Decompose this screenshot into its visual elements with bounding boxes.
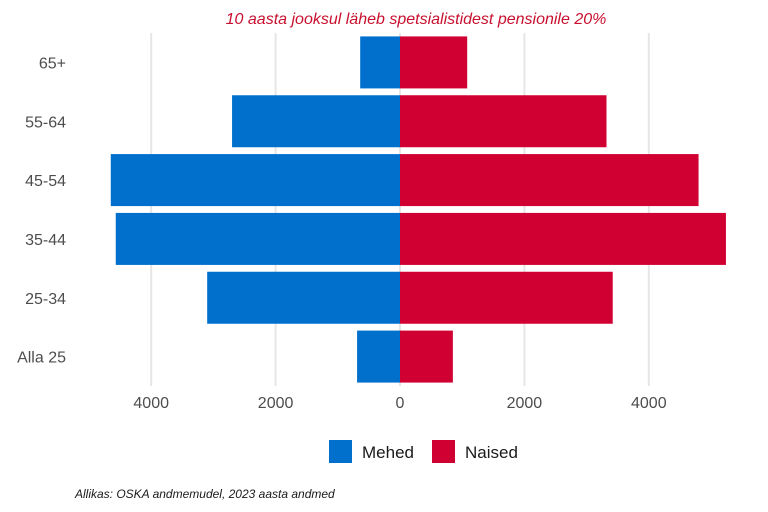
x-tick-label: 0 [396, 395, 405, 412]
x-tick-label: 2000 [258, 395, 294, 412]
bar-mehed-alla-25 [357, 330, 400, 383]
bar-naised-25-34 [400, 271, 613, 324]
bar-naised-35-44 [400, 212, 726, 265]
legend-label-mehed: Mehed [362, 443, 414, 462]
y-tick-label: Alla 25 [17, 350, 66, 367]
bar-mehed-25-34 [207, 271, 400, 324]
bar-naised-alla-25 [400, 330, 453, 383]
bar-mehed-65- [360, 36, 400, 89]
bar-mehed-45-54 [110, 154, 401, 207]
gridlines [150, 33, 650, 386]
bars [110, 36, 726, 383]
y-tick-label: 65+ [39, 55, 66, 72]
bar-mehed-55-64 [232, 95, 400, 148]
legend: Mehed Naised [329, 440, 518, 463]
chart-title: 10 aasta jooksul läheb spetsialistidest … [226, 11, 607, 28]
y-tick-label: 25-34 [25, 291, 66, 308]
y-tick-label: 45-54 [25, 173, 66, 190]
legend-swatch-mehed [329, 440, 352, 463]
bar-mehed-35-44 [115, 212, 400, 265]
x-tick-label: 4000 [133, 395, 169, 412]
bar-naised-45-54 [400, 154, 699, 207]
x-tick-label: 4000 [631, 395, 667, 412]
y-tick-labels: 65+ 55-64 45-54 35-44 25-34 Alla 25 [17, 55, 66, 366]
bar-naised-65- [400, 36, 468, 89]
legend-label-naised: Naised [465, 443, 518, 462]
bar-naised-55-64 [400, 95, 607, 148]
legend-swatch-naised [432, 440, 455, 463]
y-tick-label: 35-44 [25, 232, 66, 249]
x-tick-labels: 4000 2000 0 2000 4000 [133, 395, 666, 412]
source-caption: Allikas: OSKA andmemudel, 2023 aasta and… [74, 487, 335, 501]
y-tick-label: 55-64 [25, 114, 66, 131]
x-tick-label: 2000 [507, 395, 543, 412]
